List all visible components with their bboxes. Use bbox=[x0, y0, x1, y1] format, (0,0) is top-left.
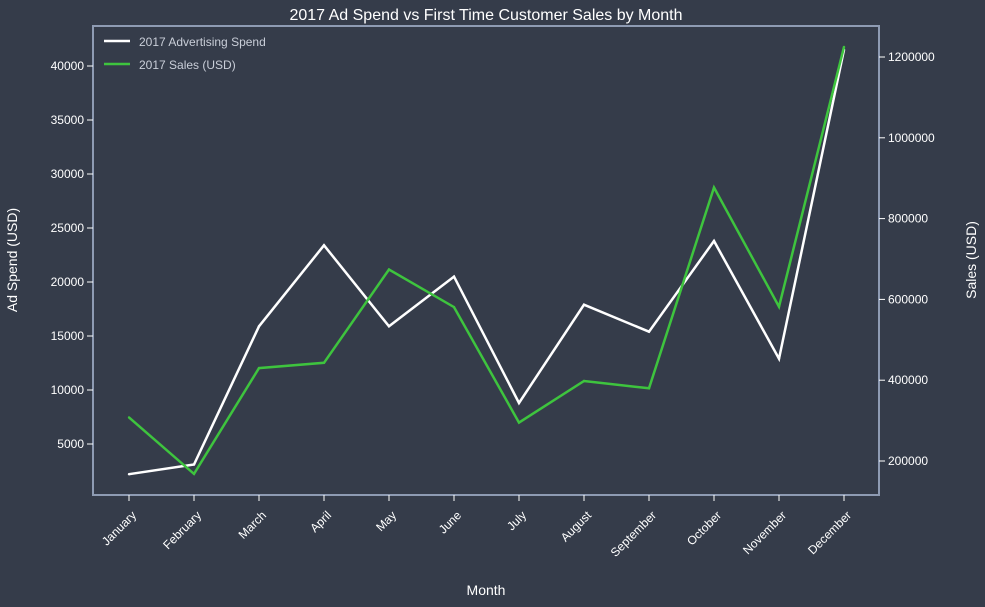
right-tick-label: 200000 bbox=[888, 454, 928, 468]
x-tick-label: July bbox=[504, 508, 529, 533]
x-tick-label: April bbox=[307, 508, 334, 535]
left-tick-label: 20000 bbox=[51, 275, 85, 289]
x-tick-label: November bbox=[740, 508, 789, 557]
x-tick-label: September bbox=[608, 508, 659, 559]
right-tick-label: 800000 bbox=[888, 212, 928, 226]
x-tick-label: August bbox=[558, 508, 595, 545]
sales-point bbox=[777, 305, 781, 308]
sales-point bbox=[712, 186, 716, 189]
ad-spend-point bbox=[257, 325, 261, 328]
left-tick-label: 25000 bbox=[51, 221, 85, 235]
sales-point bbox=[582, 379, 586, 383]
sales-point bbox=[387, 268, 391, 271]
left-tick-label: 35000 bbox=[51, 113, 85, 127]
sales-point bbox=[322, 361, 326, 364]
sales-line bbox=[128, 46, 846, 476]
x-axis-label: Month bbox=[467, 582, 506, 598]
sales-point bbox=[517, 421, 521, 424]
sales-point bbox=[842, 45, 846, 49]
sales-point bbox=[452, 305, 456, 309]
legend-label-ad-spend: 2017 Advertising Spend bbox=[139, 35, 266, 49]
right-tick-label: 400000 bbox=[888, 373, 928, 387]
ad-spend-point bbox=[712, 239, 716, 243]
ad-spend-point bbox=[127, 473, 131, 476]
ad-spend-point bbox=[192, 463, 196, 466]
sales-point bbox=[257, 366, 261, 370]
series-lines bbox=[127, 45, 846, 476]
right-y-axis-label: Sales (USD) bbox=[963, 221, 979, 299]
x-tick-label: October bbox=[684, 508, 724, 548]
right-tick-label: 600000 bbox=[888, 292, 928, 306]
x-tick-label: February bbox=[160, 508, 204, 552]
x-tick-label: March bbox=[236, 508, 269, 541]
plot-frame bbox=[92, 25, 880, 496]
ad-spend-point bbox=[517, 401, 521, 405]
sales-point bbox=[127, 416, 131, 419]
x-axis: January February March April May June July Augu… bbox=[99, 495, 854, 560]
x-tick-label: January bbox=[99, 508, 139, 548]
left-y-axis-label: Ad Spend (USD) bbox=[4, 208, 20, 312]
left-tick-label: 5000 bbox=[57, 437, 84, 451]
x-tick-label: December bbox=[805, 508, 854, 557]
left-tick-label: 30000 bbox=[51, 167, 85, 181]
ad-spend-point bbox=[582, 303, 586, 306]
left-y-axis: 5000 10000 15000 20000 25000 30000 35000 40000 bbox=[51, 59, 93, 451]
right-tick-label: 1200000 bbox=[888, 50, 935, 64]
legend: 2017 Advertising Spend 2017 Sales (USD) bbox=[104, 35, 266, 72]
left-tick-label: 15000 bbox=[51, 329, 85, 343]
ad-spend-point bbox=[777, 357, 781, 360]
left-tick-label: 40000 bbox=[51, 59, 85, 73]
x-tick-label: June bbox=[436, 508, 465, 537]
sales-point bbox=[647, 387, 651, 390]
right-tick-label: 1000000 bbox=[888, 131, 935, 145]
x-tick-label: May bbox=[373, 508, 399, 534]
ad-spend-line bbox=[128, 49, 846, 476]
legend-label-sales: 2017 Sales (USD) bbox=[139, 58, 236, 72]
sales-point bbox=[192, 472, 196, 476]
right-y-axis: 200000 400000 600000 800000 1000000 1200000 bbox=[879, 50, 935, 468]
ad-spend-point bbox=[647, 330, 651, 333]
ad-spend-point bbox=[452, 275, 456, 278]
ad-spend-point bbox=[322, 244, 326, 247]
ad-spend-point bbox=[387, 325, 391, 328]
left-tick-label: 10000 bbox=[51, 383, 85, 397]
chart-title: 2017 Ad Spend vs First Time Customer Sal… bbox=[289, 7, 682, 24]
